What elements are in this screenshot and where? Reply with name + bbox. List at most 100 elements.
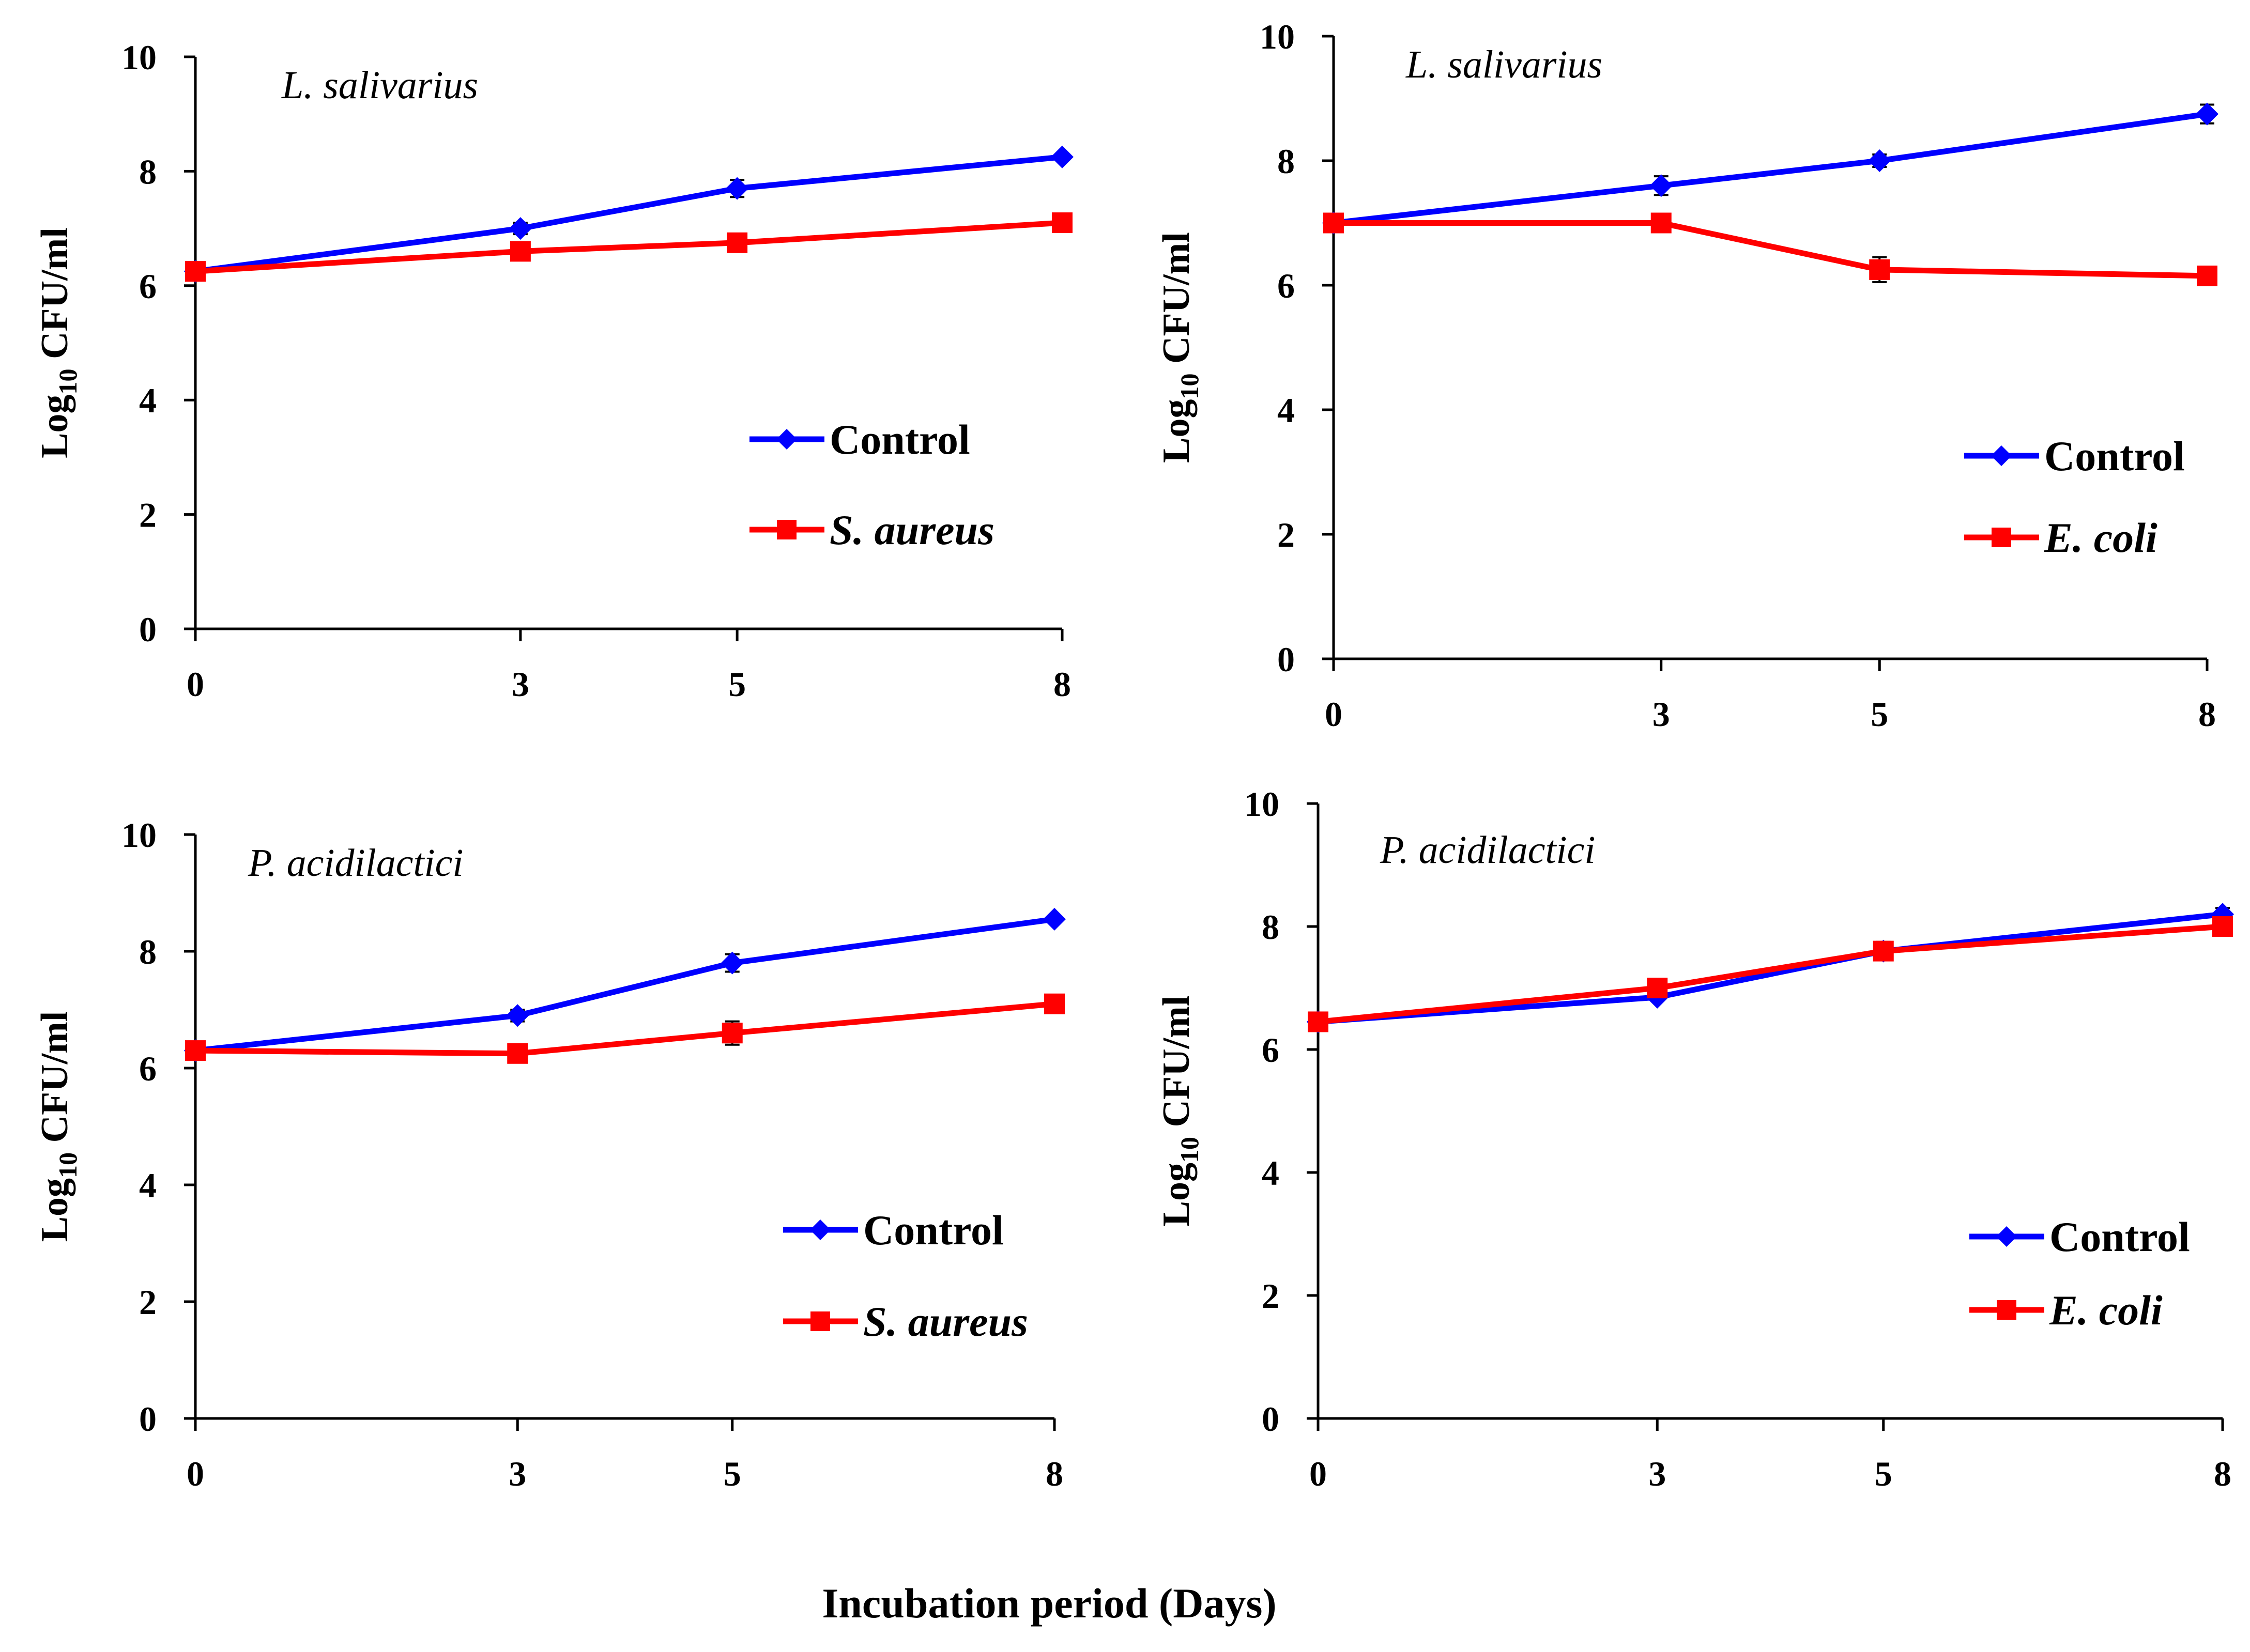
panel-title: P. acidilactici (248, 841, 464, 885)
y-tick-label: 10 (1244, 784, 1279, 824)
series-line (195, 220, 1063, 274)
y-tick-label: 2 (139, 1283, 157, 1322)
legend-marker (1997, 1300, 2016, 1320)
x-tick-label: 5 (1871, 694, 1888, 734)
x-tick-label: 0 (187, 665, 204, 704)
x-tick-label: 3 (1652, 694, 1670, 734)
y-tick-label: 2 (139, 496, 157, 535)
series-line (195, 1001, 1055, 1057)
legend-entry: Control (749, 416, 970, 463)
y-tick-label: 4 (139, 1166, 157, 1205)
legend-entry: E. coli (1964, 514, 2157, 561)
legend-marker (1992, 528, 2011, 547)
legend-label: Control (830, 416, 970, 463)
y-tick-label: 8 (139, 932, 157, 971)
legend-label: Control (2049, 1213, 2190, 1260)
legend-entry: Control (783, 1207, 1004, 1254)
series-line (1334, 220, 2208, 279)
x-tick-label: 5 (728, 665, 746, 704)
data-point (185, 261, 206, 282)
data-point (185, 1040, 206, 1061)
data-point (1044, 993, 1065, 1014)
data-point (1873, 940, 1894, 962)
data-point (726, 177, 749, 200)
panel-title: L. salivarius (1405, 43, 1602, 86)
data-point (2212, 916, 2233, 937)
series-line (1318, 923, 2223, 1025)
y-tick-label: 8 (1262, 907, 1279, 947)
y-tick-label: 0 (1262, 1399, 1279, 1439)
legend-marker (1991, 445, 2012, 466)
legend-entry: Control (1969, 1213, 2190, 1260)
data-point (1650, 212, 1672, 234)
chart-panel-1: 0 2 4 6 8 10 0 3 5 8 L. salivarius Log10 CFU/ml Cont… (34, 38, 1074, 704)
y-tick-label: 2 (1277, 515, 1295, 554)
data-point (721, 951, 744, 975)
chart-panel-3: 0 2 4 6 8 10 0 3 5 8 P. acidilactici Log10 CFU/ml Co… (34, 815, 1066, 1493)
series-e-coli (1308, 916, 2233, 1032)
x-tick-label: 8 (2198, 694, 2216, 734)
y-tick-label: 4 (1277, 391, 1295, 430)
panel-title: P. acidilactici (1380, 828, 1596, 872)
x-tick-label: 8 (1053, 665, 1071, 704)
data-point (1043, 907, 1066, 931)
legend-label: S. aureus (830, 506, 994, 553)
y-tick-label: 10 (121, 38, 157, 77)
data-point (722, 1023, 743, 1044)
data-point (1308, 1011, 1328, 1032)
x-tick-label: 3 (1648, 1454, 1666, 1493)
legend-entry: Control (1964, 433, 2185, 480)
x-tick-label: 0 (1325, 694, 1342, 734)
y-tick-label: 0 (1277, 640, 1295, 679)
data-point (727, 232, 748, 253)
series-s-aureus (185, 212, 1073, 282)
x-tick-label: 3 (512, 665, 529, 704)
data-point (1649, 174, 1673, 197)
y-tick-label: 4 (139, 381, 157, 420)
legend-marker (1996, 1226, 2017, 1247)
legend-marker (810, 1311, 830, 1331)
x-tick-label: 3 (509, 1454, 526, 1493)
data-point (510, 241, 531, 262)
chart-panel-4: 0 2 4 6 8 10 0 3 5 8 P. acidilactici Log10 CFU/ml Co… (1155, 784, 2234, 1493)
legend-label: Control (2044, 433, 2185, 480)
y-tick-label: 6 (1262, 1030, 1279, 1070)
x-tick-label: 0 (187, 1454, 204, 1493)
data-point (2197, 265, 2217, 286)
y-tick-label: 10 (1260, 17, 1295, 56)
legend-marker (777, 520, 797, 539)
data-point (1869, 259, 1890, 280)
y-tick-label: 4 (1262, 1153, 1279, 1193)
y-axis-label: Log10 CFU/ml (34, 227, 82, 458)
data-point (1323, 212, 1344, 234)
legend-label: Control (863, 1207, 1004, 1254)
data-point (507, 1043, 528, 1064)
legend-label: S. aureus (863, 1298, 1028, 1345)
legend-marker (776, 429, 797, 450)
series-line (195, 154, 1063, 274)
series-control (1322, 102, 2218, 235)
y-axis-label: Log10 CFU/ml (1155, 996, 1204, 1227)
x-tick-label: 5 (724, 1454, 741, 1493)
legend-marker (810, 1219, 831, 1240)
x-tick-label: 8 (1046, 1454, 1063, 1493)
legend-entry: S. aureus (783, 1298, 1028, 1345)
legend-entry: E. coli (1969, 1287, 2163, 1334)
y-tick-label: 6 (139, 267, 157, 306)
y-tick-label: 0 (139, 1399, 157, 1439)
legend-label: E. coli (2049, 1287, 2163, 1334)
series-s-aureus (185, 993, 1065, 1064)
series-line (1333, 111, 2208, 226)
y-tick-label: 0 (139, 610, 157, 649)
legend-label: E. coli (2044, 514, 2157, 561)
series-line (1318, 911, 2223, 1025)
data-point (1052, 212, 1073, 234)
y-tick-label: 8 (1277, 142, 1295, 181)
legend-entry: S. aureus (749, 506, 994, 553)
y-tick-label: 10 (121, 815, 157, 855)
series-control (184, 907, 1066, 1062)
chart-panel-2: 0 2 4 6 8 10 0 3 5 8 L. salivarius Log10 CFU/ml Cont… (1155, 17, 2218, 734)
data-point (2196, 102, 2218, 126)
data-point (506, 1004, 529, 1027)
